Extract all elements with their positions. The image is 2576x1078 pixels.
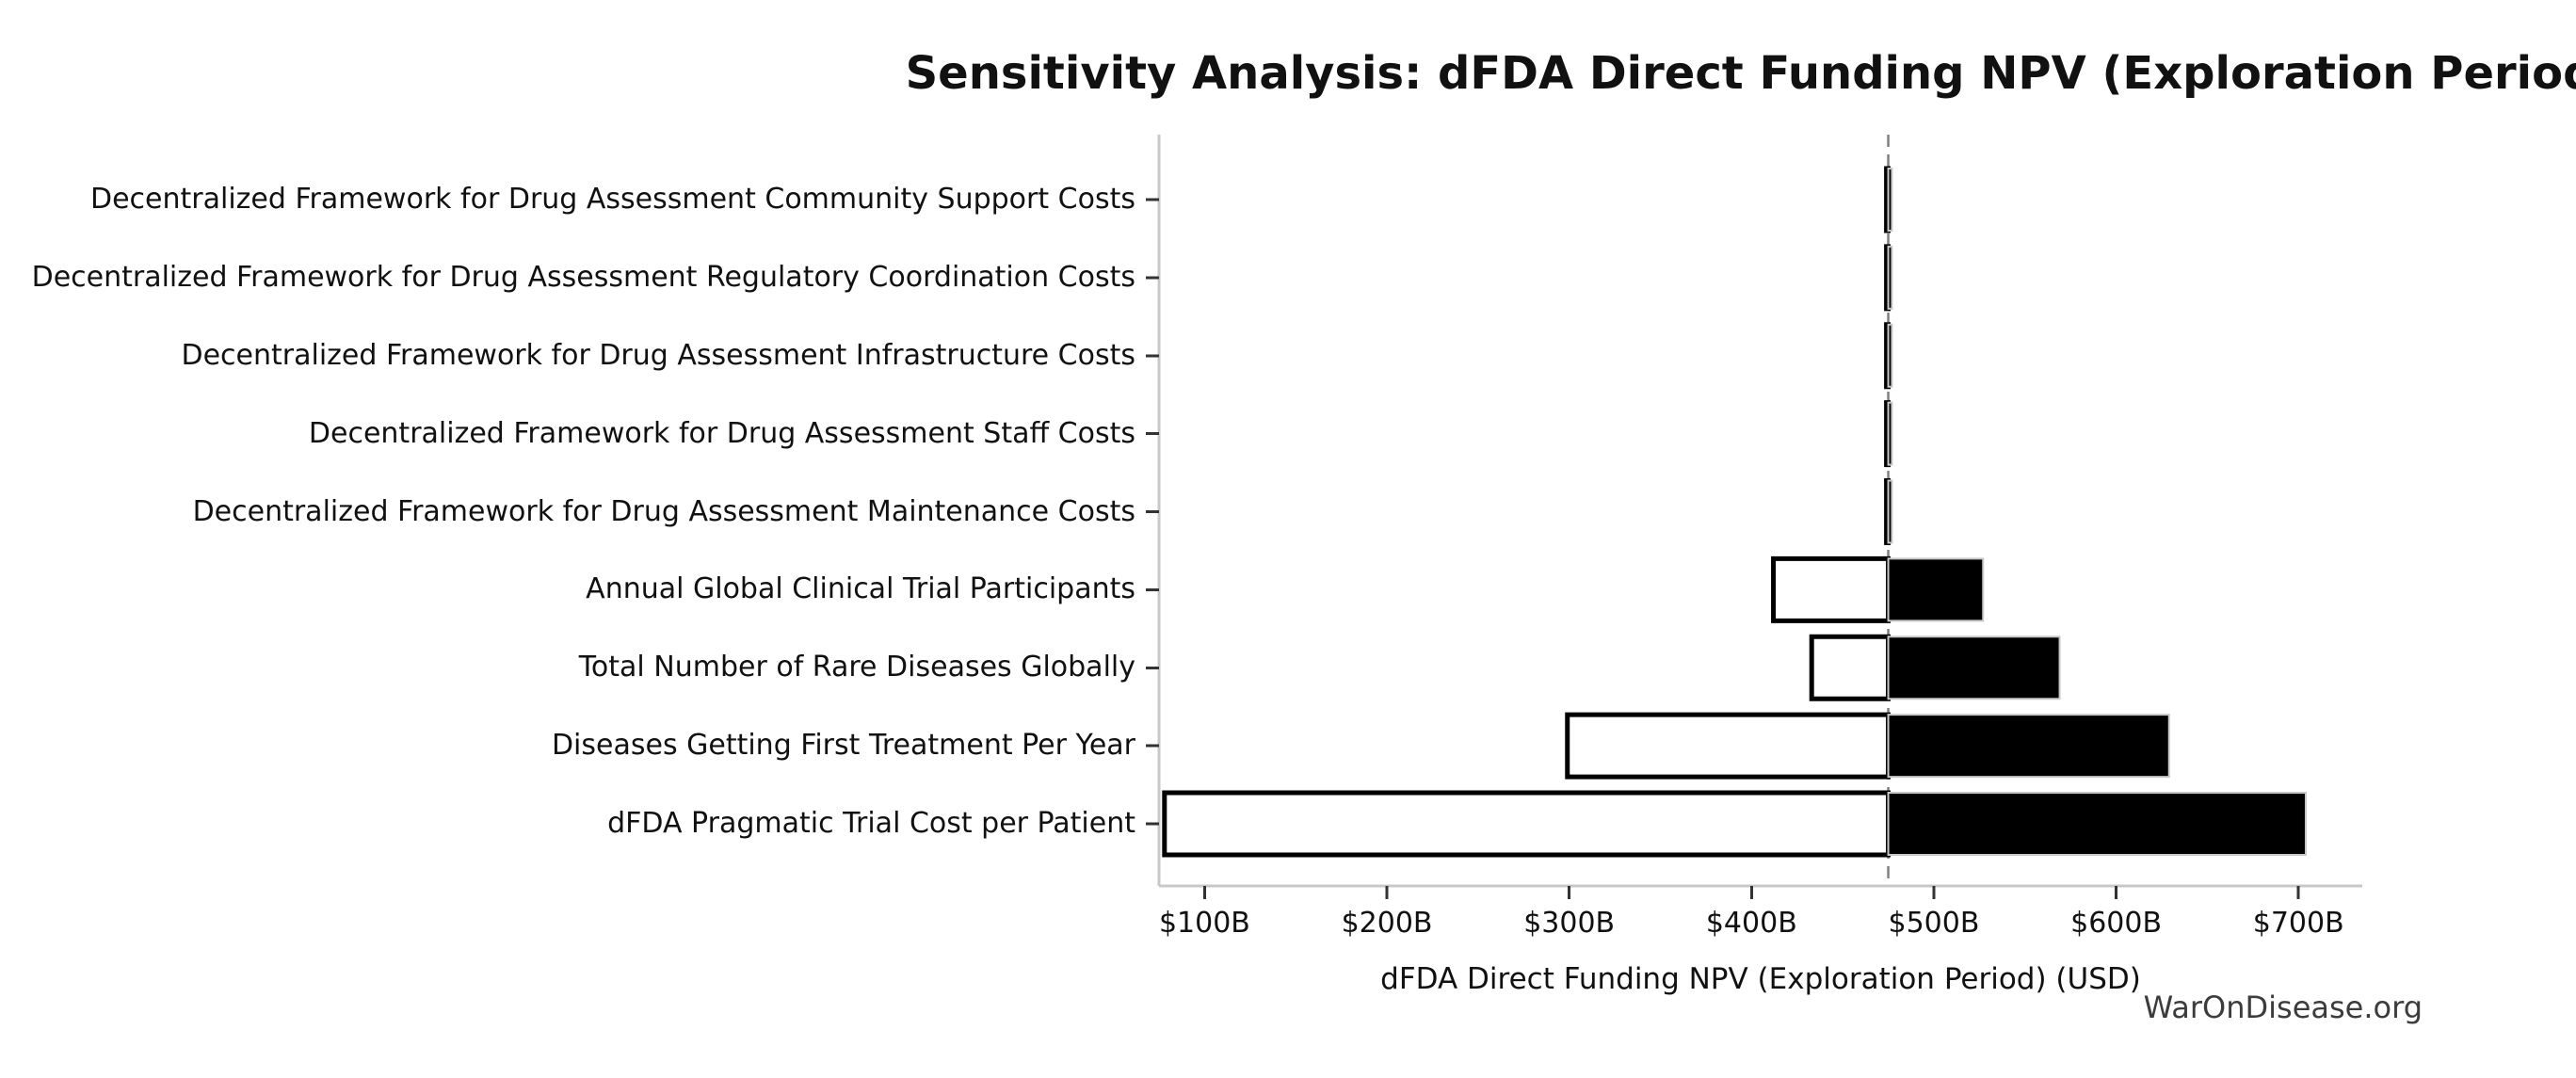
y-axis-category-label: Decentralized Framework for Drug Assessm… [90, 182, 1135, 216]
x-tick-label: $600B [2070, 907, 2163, 940]
bar-high-side [1887, 479, 1893, 544]
y-axis-category-label: Total Number of Rare Diseases Globally [578, 651, 1135, 684]
bar-high-side [1887, 557, 1985, 622]
y-axis-category-label: Decentralized Framework for Drug Assessm… [192, 494, 1135, 528]
x-tick-label: $500B [1888, 907, 1980, 940]
x-axis-title: dFDA Direct Funding NPV (Exploration Per… [1380, 962, 2141, 996]
chart-title: Sensitivity Analysis: dFDA Direct Fundin… [905, 47, 2576, 100]
bar-high-side [1887, 323, 1893, 388]
bar-low-side [1809, 634, 1892, 701]
bar-high-side [1887, 714, 2170, 779]
bar-high-side [1887, 636, 2061, 700]
x-tick-label: $400B [1705, 907, 1797, 940]
x-tick-label: $200B [1341, 907, 1433, 940]
x-tick-label: $100B [1158, 907, 1250, 940]
bar-high-side [1887, 792, 2307, 856]
y-axis-category-label: Decentralized Framework for Drug Assessm… [308, 416, 1135, 450]
watermark-text: WarOnDisease.org [2143, 990, 2423, 1025]
x-tick-label: $700B [2252, 907, 2344, 940]
bar-low-side [1565, 712, 1892, 780]
bar-low-side [1162, 790, 1892, 858]
bar-high-side [1887, 245, 1893, 310]
x-tick-label: $300B [1523, 907, 1616, 940]
y-axis-category-label: Diseases Getting First Treatment Per Yea… [551, 728, 1135, 762]
bar-high-side [1887, 401, 1893, 466]
y-axis-category-label: Decentralized Framework for Drug Assessm… [181, 338, 1135, 372]
bar-low-side [1771, 555, 1892, 623]
y-axis-category-label: dFDA Pragmatic Trial Cost per Patient [607, 806, 1135, 840]
y-axis-category-label: Annual Global Clinical Trial Participant… [586, 572, 1135, 606]
bar-high-side [1887, 168, 1893, 232]
y-axis-category-label: Decentralized Framework for Drug Assessm… [31, 260, 1135, 294]
